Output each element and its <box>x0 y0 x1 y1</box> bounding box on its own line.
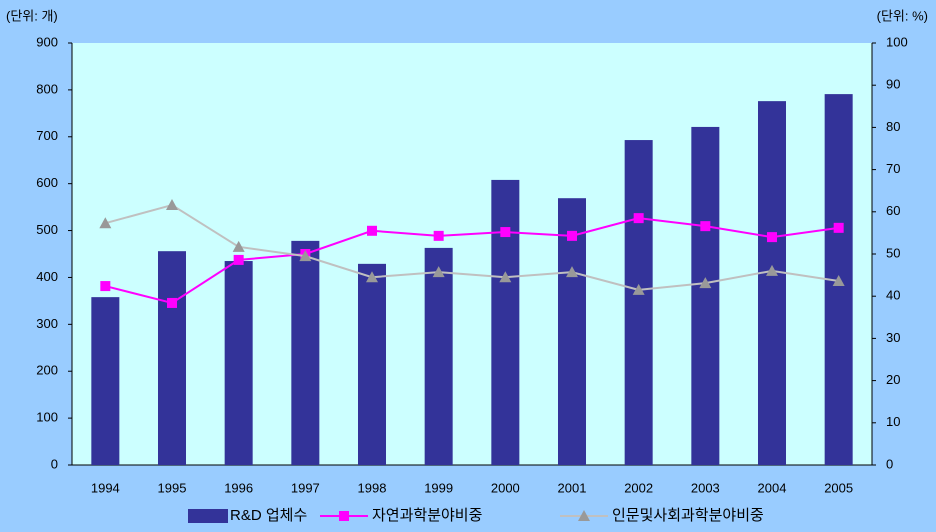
point <box>833 222 844 233</box>
point <box>767 232 777 243</box>
legend-label: R&D 업체수 <box>230 507 307 524</box>
legend-marker <box>578 510 590 521</box>
plot-area <box>72 43 872 465</box>
point <box>567 230 577 241</box>
y-tick-label: 600 <box>36 175 58 190</box>
point <box>700 221 711 232</box>
point <box>232 240 245 252</box>
x-tick-label: 1994 <box>91 480 120 495</box>
point <box>500 227 511 238</box>
x-tick-label: 1998 <box>358 480 387 495</box>
x-tick-label: 2004 <box>758 480 787 495</box>
bar <box>558 198 586 466</box>
x-tick-label: 1995 <box>158 480 187 495</box>
line <box>105 217 839 305</box>
line <box>105 203 839 291</box>
point <box>166 199 178 211</box>
bar <box>691 126 720 465</box>
point <box>699 277 712 289</box>
point <box>832 275 845 287</box>
point <box>233 254 244 265</box>
bar <box>624 140 653 465</box>
y-tick-label: 400 <box>36 269 58 284</box>
point <box>433 230 444 241</box>
point <box>367 225 377 236</box>
y-unit-label: (단위: 개) <box>6 8 58 23</box>
y2-tick-label: 90 <box>886 77 900 92</box>
x-tick-label: 2003 <box>691 480 720 495</box>
x-tick-label: 2001 <box>558 480 587 495</box>
y2-tick-label: 100 <box>886 34 908 49</box>
y2-unit-label: (단위: %) <box>877 8 928 23</box>
x-tick-label: 2002 <box>624 480 653 495</box>
y2-tick-label: 30 <box>886 330 900 345</box>
y-tick-label: 900 <box>36 34 58 49</box>
point <box>499 271 512 283</box>
legend-marker <box>339 511 349 521</box>
bar <box>358 263 386 465</box>
x-tick-label: 2000 <box>491 480 520 495</box>
point <box>99 217 112 229</box>
legend-label: 자연과학분야비중 <box>372 507 482 524</box>
y2-tick-label: 20 <box>886 372 900 387</box>
bar <box>158 251 186 465</box>
y2-tick-label: 70 <box>886 161 900 176</box>
point <box>766 264 778 276</box>
x-tick-label: 2005 <box>824 480 853 495</box>
y-tick-label: 300 <box>36 316 58 331</box>
legend-swatch <box>188 509 228 523</box>
y-tick-label: 500 <box>36 222 58 237</box>
x-tick-label: 1996 <box>224 480 253 495</box>
legend-label: 인문및사회과학분야비중 <box>612 507 764 524</box>
bar <box>491 179 520 465</box>
point <box>299 250 312 262</box>
y2-tick-label: 80 <box>886 119 900 134</box>
y-tick-label: 200 <box>36 363 58 378</box>
point <box>366 271 378 283</box>
y2-tick-label: 50 <box>886 245 900 260</box>
bar <box>224 261 253 465</box>
point <box>633 213 644 224</box>
x-tick-label: 1999 <box>424 480 453 495</box>
y-tick-label: 700 <box>36 128 58 143</box>
bar <box>91 297 120 465</box>
y2-tick-label: 10 <box>886 414 900 429</box>
y2-tick-label: 40 <box>886 288 900 303</box>
x-tick-label: 1997 <box>291 480 320 495</box>
point <box>432 266 445 278</box>
bar <box>424 247 453 465</box>
y2-tick-label: 0 <box>886 456 893 471</box>
point <box>100 281 111 292</box>
point <box>632 283 645 295</box>
bar <box>291 240 320 465</box>
y2-tick-label: 60 <box>886 203 900 218</box>
y-tick-label: 800 <box>36 81 58 96</box>
point <box>566 266 578 278</box>
y-tick-label: 0 <box>51 456 58 471</box>
point <box>167 297 177 308</box>
y-tick-label: 100 <box>36 410 58 425</box>
bar <box>758 101 786 466</box>
